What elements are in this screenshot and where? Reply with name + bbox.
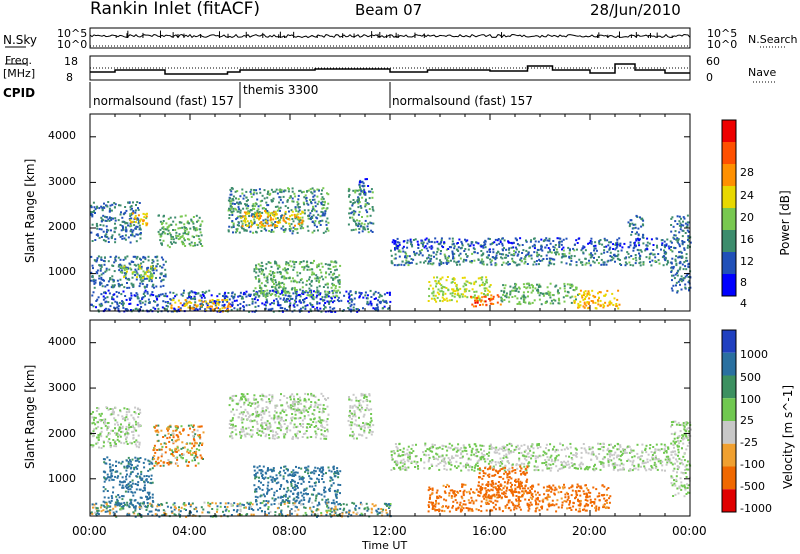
power-region-2 xyxy=(157,214,204,249)
vel-cbar-tick-m1000: -1000 xyxy=(740,502,772,515)
velocity-colorbar-swatch-1 xyxy=(722,352,736,376)
velocity-colorbar-swatch-4 xyxy=(722,421,736,444)
power-ytick-4000: 4000 xyxy=(48,129,76,142)
power-region-1 xyxy=(129,212,149,227)
vel-cbar-tick-25: 25 xyxy=(740,414,754,427)
power-panel-frame xyxy=(89,113,691,312)
velocity-colorbar-swatch-5 xyxy=(722,443,736,467)
velocity-colorbar-swatch-3 xyxy=(722,398,736,421)
velocity-colorbar-swatch-0 xyxy=(722,330,736,353)
nsearch-label: N.Search xyxy=(748,33,798,46)
station-title: Rankin Inlet (fitACF) xyxy=(90,0,261,19)
xtick-1: 04:00 xyxy=(172,524,207,538)
power-region-4 xyxy=(120,264,157,280)
power-colorbar-swatch-1 xyxy=(722,142,736,164)
power-ytick-2000: 2000 xyxy=(48,220,76,233)
nsky-tick-top: 10^5 xyxy=(57,27,88,40)
power-region-8 xyxy=(240,210,305,228)
power-colorbar-swatch-2 xyxy=(722,164,736,186)
velocity-colorbar-border xyxy=(721,329,737,513)
xtick-0: 00:00 xyxy=(72,524,107,538)
velocity-colorbar-swatch-6 xyxy=(722,466,736,490)
power-cbar-tick-24: 24 xyxy=(740,189,754,202)
xtick-6: 00:00 xyxy=(672,524,707,538)
velocity-colorbar-swatch-7 xyxy=(722,489,736,512)
power-cbar-tick-16: 16 xyxy=(740,233,754,246)
power-colorbar-swatch-5 xyxy=(722,230,736,252)
power-cbar-tick-20: 20 xyxy=(740,211,754,224)
velocity-ytick-2000: 2000 xyxy=(48,427,76,440)
power-region-18 xyxy=(627,214,645,239)
nave-tick-top: 60 xyxy=(706,55,720,68)
nsky-tick-bottom: 10^0 xyxy=(57,38,88,51)
velocity-region-1 xyxy=(102,456,155,508)
nave-label: Nave xyxy=(748,66,777,79)
power-colorbar-swatch-7 xyxy=(722,274,736,296)
vel-cbar-tick-m25: -25 xyxy=(740,436,758,449)
velocity-panel-frame xyxy=(89,319,691,517)
velocity-region-0 xyxy=(90,406,142,449)
cpid-segment-2: themis 3300 xyxy=(243,83,319,97)
power-region-13 xyxy=(391,237,672,251)
cpid-segment-1: normalsound (fast) 157 xyxy=(93,94,234,108)
xtick-4: 16:00 xyxy=(472,524,507,538)
freq-tick-top: 18 xyxy=(64,55,78,68)
vel-cbar-tick-500: 500 xyxy=(740,371,761,384)
power-region-16 xyxy=(500,282,579,306)
freq-tick-bottom: 8 xyxy=(66,71,73,84)
power-colorbar-swatch-0 xyxy=(722,120,736,142)
power-cbar-tick-12: 12 xyxy=(740,255,754,268)
power-region-0 xyxy=(90,201,142,244)
nave-tick-bottom: 0 xyxy=(706,71,713,84)
vel-cbar-tick-m100: -100 xyxy=(740,458,765,471)
power-colorbar-swatch-4 xyxy=(722,208,736,230)
vel-cbar-tick-m500: -500 xyxy=(740,480,765,493)
power-region-19 xyxy=(670,214,692,294)
xtick-2: 08:00 xyxy=(272,524,307,538)
velocity-ytick-4000: 4000 xyxy=(48,335,76,348)
velocity-region-6 xyxy=(347,392,375,440)
power-cbar-tick-28: 28 xyxy=(740,166,754,179)
velocity-colorbar-swatch-2 xyxy=(722,375,736,399)
nsky-strip-frame xyxy=(89,27,691,49)
cpid-label: CPID xyxy=(3,86,36,100)
date-label: 28/Jun/2010 xyxy=(590,1,681,19)
velocity-region-2 xyxy=(152,424,205,467)
xaxis-label: Time UT xyxy=(362,539,408,552)
xtick-3: 12:00 xyxy=(372,524,407,538)
velocity-ytick-3000: 3000 xyxy=(48,381,76,394)
power-region-11 xyxy=(358,178,372,194)
power-colorbar-swatch-6 xyxy=(722,252,736,274)
velocity-ytick-1000: 1000 xyxy=(48,472,76,485)
cpid-segment-3: normalsound (fast) 157 xyxy=(392,94,533,108)
power-colorbar-swatch-3 xyxy=(722,186,736,208)
velocity-region-4 xyxy=(228,392,330,440)
power-region-12 xyxy=(390,248,672,267)
velocity-region-7 xyxy=(390,442,672,472)
freq-line xyxy=(90,63,690,75)
power-cbar-tick-8: 8 xyxy=(740,276,747,289)
freq-unit: [MHz] xyxy=(3,67,36,80)
vel-cbar-tick-1000: 1000 xyxy=(740,348,768,361)
nsearch-tick-bottom: 10^0 xyxy=(707,38,738,51)
velocity-region-5 xyxy=(253,465,342,504)
vel-cbar-tick-100: 100 xyxy=(740,393,761,406)
power-cbar-tick-4: 4 xyxy=(740,297,747,310)
power-region-15 xyxy=(470,294,502,308)
nsky-label: N.Sky xyxy=(3,33,38,47)
power-region-17 xyxy=(573,289,621,310)
beam-label: Beam 07 xyxy=(355,1,423,19)
velocity-region-9 xyxy=(477,465,529,499)
power-ytick-1000: 1000 xyxy=(48,265,76,278)
power-colorbar-border xyxy=(721,119,737,297)
xtick-5: 20:00 xyxy=(572,524,607,538)
power-ytick-3000: 3000 xyxy=(48,175,76,188)
power-region-5 xyxy=(90,289,392,313)
nsearch-tick-top: 10^5 xyxy=(707,27,738,40)
power-region-9 xyxy=(252,259,342,299)
